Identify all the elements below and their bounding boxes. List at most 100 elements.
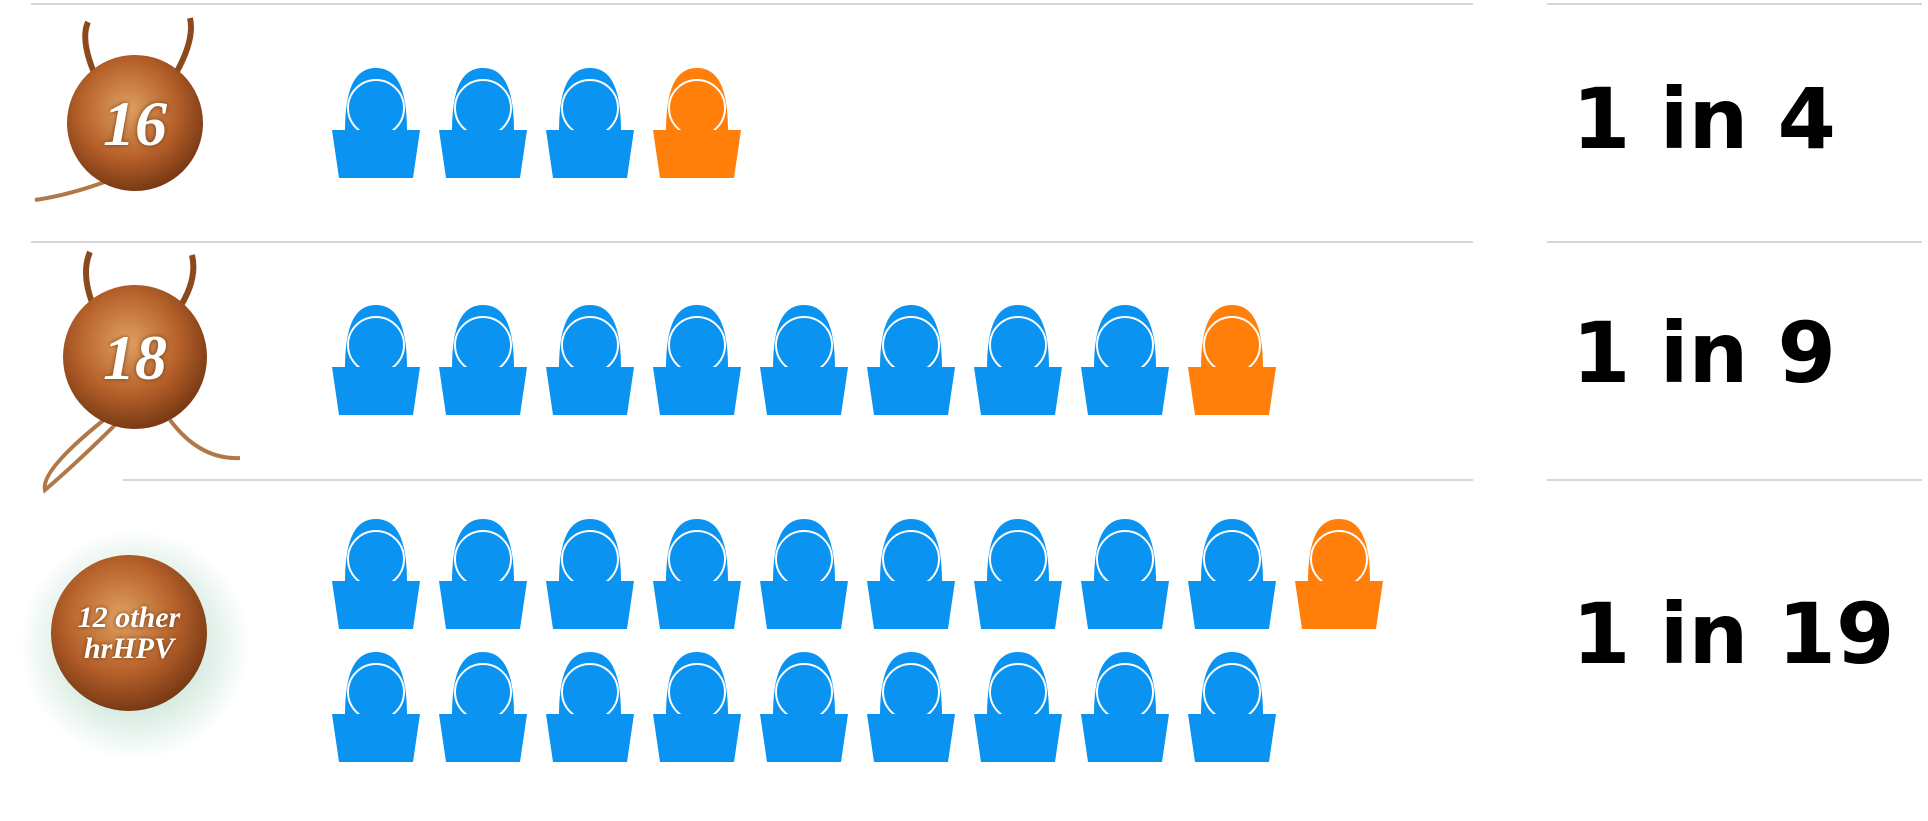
icon-face: [348, 80, 404, 136]
person-icon: [867, 305, 955, 415]
icon-face: [776, 664, 832, 720]
icon-face: [562, 317, 618, 373]
person-icon: [1081, 305, 1169, 415]
icon-face: [1204, 531, 1260, 587]
person-icon: [867, 652, 955, 762]
icon-face: [776, 531, 832, 587]
person-icon: [760, 305, 848, 415]
virus-label: 16: [70, 90, 200, 157]
icon-body: [332, 714, 420, 762]
icon-body: [546, 714, 634, 762]
virus-label: 18: [70, 324, 200, 391]
icon-body: [974, 367, 1062, 415]
person-icon: [974, 305, 1062, 415]
person-icon: [332, 305, 420, 415]
icon-face: [1204, 664, 1260, 720]
icon-face: [669, 664, 725, 720]
icon-body: [1188, 714, 1276, 762]
icon-face: [455, 80, 511, 136]
icon-face: [348, 531, 404, 587]
person-icon: [653, 68, 741, 178]
person-icon: [974, 652, 1062, 762]
icon-body: [1295, 581, 1383, 629]
person-icon: [439, 652, 527, 762]
icon-body: [546, 581, 634, 629]
icon-face: [455, 531, 511, 587]
person-icon: [653, 519, 741, 629]
icon-face: [990, 317, 1046, 373]
icon-face: [562, 80, 618, 136]
icon-body: [332, 130, 420, 178]
icon-body: [760, 714, 848, 762]
icon-body: [439, 367, 527, 415]
icon-face: [1097, 317, 1153, 373]
infographic: 16 1 in 4 18 1 in 9 12 other hrHPV 1 in 19: [0, 0, 1928, 821]
icon-face: [455, 317, 511, 373]
icon-body: [653, 714, 741, 762]
icon-face: [1311, 531, 1367, 587]
icon-body: [867, 714, 955, 762]
icon-body: [439, 581, 527, 629]
icon-face: [1097, 531, 1153, 587]
icon-face: [455, 664, 511, 720]
icon-face: [990, 664, 1046, 720]
icon-body: [332, 581, 420, 629]
icon-face: [669, 317, 725, 373]
icon-body: [653, 581, 741, 629]
icon-body: [332, 367, 420, 415]
person-icon: [867, 519, 955, 629]
ratio-text: 1 in 19: [1572, 585, 1894, 683]
ratio-text: 1 in 9: [1572, 304, 1836, 402]
person-icon: [439, 519, 527, 629]
icon-face: [348, 664, 404, 720]
ratio-text: 1 in 4: [1572, 70, 1836, 168]
icon-body: [546, 130, 634, 178]
person-icon: [760, 519, 848, 629]
person-icon: [332, 519, 420, 629]
icon-face: [348, 317, 404, 373]
virus-label: 12 other hrHPV: [64, 602, 194, 665]
icon-body: [439, 714, 527, 762]
icon-body: [653, 367, 741, 415]
icon-face: [776, 317, 832, 373]
icon-face: [883, 531, 939, 587]
icon-face: [990, 531, 1046, 587]
person-icon: [653, 305, 741, 415]
icon-body: [1081, 367, 1169, 415]
icon-body: [546, 367, 634, 415]
person-icon: [974, 519, 1062, 629]
icon-body: [439, 130, 527, 178]
person-icon: [1081, 519, 1169, 629]
person-icon: [332, 68, 420, 178]
icon-body: [974, 714, 1062, 762]
person-icon: [760, 652, 848, 762]
icon-body: [974, 581, 1062, 629]
icon-face: [883, 664, 939, 720]
icon-face: [562, 664, 618, 720]
icon-body: [1188, 581, 1276, 629]
icon-face: [562, 531, 618, 587]
icon-body: [1188, 367, 1276, 415]
person-icon: [332, 652, 420, 762]
person-icon: [546, 652, 634, 762]
person-icon: [1188, 519, 1276, 629]
icon-face: [1204, 317, 1260, 373]
person-icon: [653, 652, 741, 762]
icon-body: [867, 581, 955, 629]
icon-face: [669, 531, 725, 587]
icon-face: [669, 80, 725, 136]
icon-body: [653, 130, 741, 178]
icon-body: [760, 581, 848, 629]
icon-face: [1097, 664, 1153, 720]
icon-body: [1081, 714, 1169, 762]
person-icon: [1295, 519, 1383, 629]
person-icon: [439, 68, 527, 178]
person-icon: [1081, 652, 1169, 762]
person-icon: [1188, 305, 1276, 415]
person-icon: [546, 519, 634, 629]
person-icon: [546, 68, 634, 178]
person-icon: [439, 305, 527, 415]
person-icon: [1188, 652, 1276, 762]
icon-body: [1081, 581, 1169, 629]
icon-body: [867, 367, 955, 415]
